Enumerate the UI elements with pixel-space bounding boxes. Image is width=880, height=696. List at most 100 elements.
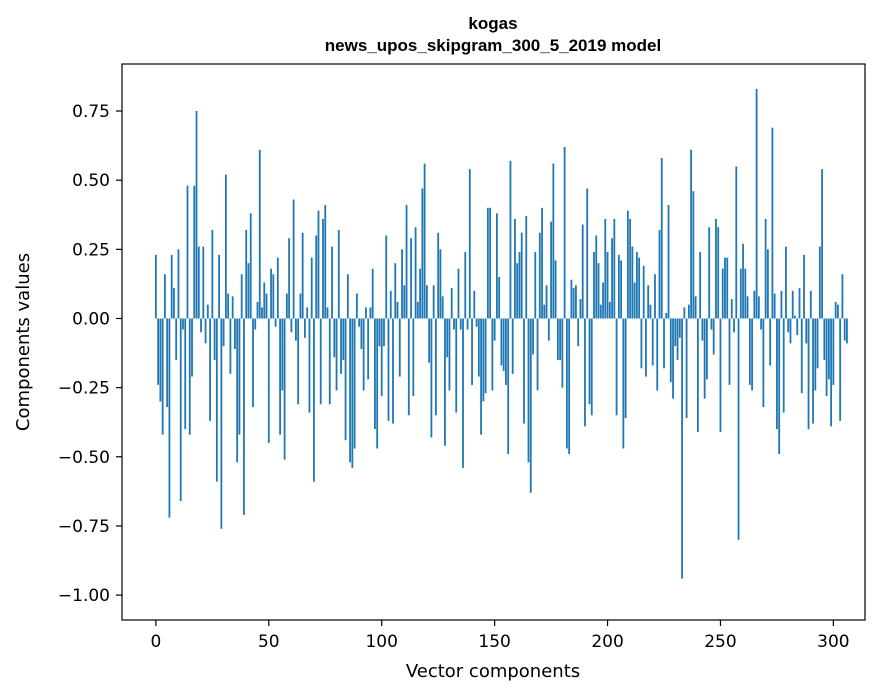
bar xyxy=(315,235,318,319)
bar xyxy=(755,88,758,319)
bar xyxy=(782,318,785,413)
bar xyxy=(432,285,435,319)
bar xyxy=(805,318,808,344)
bar xyxy=(676,318,679,360)
bar xyxy=(836,304,839,319)
bar xyxy=(179,318,182,502)
bar xyxy=(809,290,812,319)
bar xyxy=(477,318,480,377)
bar xyxy=(550,221,552,319)
y-tick-label: 0.00 xyxy=(72,309,110,329)
bar xyxy=(588,318,591,405)
bar xyxy=(597,263,600,319)
bar xyxy=(389,290,392,319)
bar xyxy=(665,312,668,319)
bar xyxy=(322,218,324,319)
bar xyxy=(410,238,412,319)
bar xyxy=(473,290,476,319)
bar xyxy=(412,318,415,396)
bar xyxy=(425,285,428,319)
bar xyxy=(489,207,492,319)
y-tick-label: −0.25 xyxy=(58,379,110,399)
bar xyxy=(498,276,501,319)
bar xyxy=(681,318,683,579)
bar xyxy=(724,257,726,319)
bar xyxy=(690,149,693,319)
bar xyxy=(245,229,248,319)
bar xyxy=(816,318,819,369)
bar xyxy=(186,185,189,319)
bar xyxy=(182,318,184,330)
bar xyxy=(762,318,765,408)
bar xyxy=(604,218,607,319)
bar xyxy=(457,268,460,319)
bar xyxy=(236,318,239,463)
bar xyxy=(525,216,528,319)
bar xyxy=(308,318,311,413)
bar xyxy=(416,301,419,319)
bar xyxy=(669,318,672,383)
bar xyxy=(484,318,487,394)
bar xyxy=(785,246,787,319)
bar xyxy=(846,318,848,344)
bar xyxy=(466,318,469,330)
bar xyxy=(631,246,634,319)
bar xyxy=(337,229,340,319)
bar xyxy=(218,254,221,319)
bar xyxy=(371,268,374,319)
bar xyxy=(593,252,595,319)
x-tick-label: 250 xyxy=(704,632,736,652)
bar xyxy=(220,318,223,529)
bar xyxy=(599,304,602,319)
bar xyxy=(615,318,618,416)
bar xyxy=(595,235,598,319)
bar xyxy=(401,249,403,319)
bar xyxy=(254,318,257,330)
bar xyxy=(191,318,193,377)
bar xyxy=(249,213,252,319)
bar xyxy=(672,318,674,399)
y-tick-label: −0.75 xyxy=(58,517,110,537)
bar xyxy=(364,307,367,319)
bar xyxy=(414,227,417,319)
y-axis-label: Components values xyxy=(13,253,34,431)
y-tick-label: −1.00 xyxy=(58,586,110,606)
bar xyxy=(428,318,431,363)
bar xyxy=(658,229,661,319)
bar xyxy=(633,282,636,319)
bar xyxy=(703,318,706,399)
x-tick-label: 100 xyxy=(365,632,397,652)
bar xyxy=(294,318,297,341)
bar xyxy=(830,318,833,427)
bar xyxy=(378,318,381,347)
bar xyxy=(335,318,338,391)
bar xyxy=(290,318,293,333)
bar xyxy=(507,318,510,455)
bar xyxy=(834,301,837,319)
bar xyxy=(450,288,453,319)
bar xyxy=(444,318,446,446)
bar xyxy=(383,318,385,347)
bar xyxy=(349,318,351,463)
bar xyxy=(586,188,589,319)
bar xyxy=(708,227,711,319)
bar xyxy=(757,296,760,319)
bar xyxy=(575,285,577,319)
bar xyxy=(766,249,769,319)
bar xyxy=(421,188,424,319)
bar xyxy=(818,246,821,319)
bar xyxy=(527,318,530,463)
bar xyxy=(706,318,708,380)
bar xyxy=(843,318,846,341)
bar xyxy=(789,318,792,344)
bar xyxy=(663,318,665,369)
bar xyxy=(437,232,440,319)
bar xyxy=(304,318,306,338)
bar xyxy=(803,254,805,319)
bar xyxy=(590,318,593,416)
bar xyxy=(570,279,573,319)
bar xyxy=(645,318,647,377)
bar xyxy=(622,318,625,449)
bar xyxy=(748,318,751,385)
